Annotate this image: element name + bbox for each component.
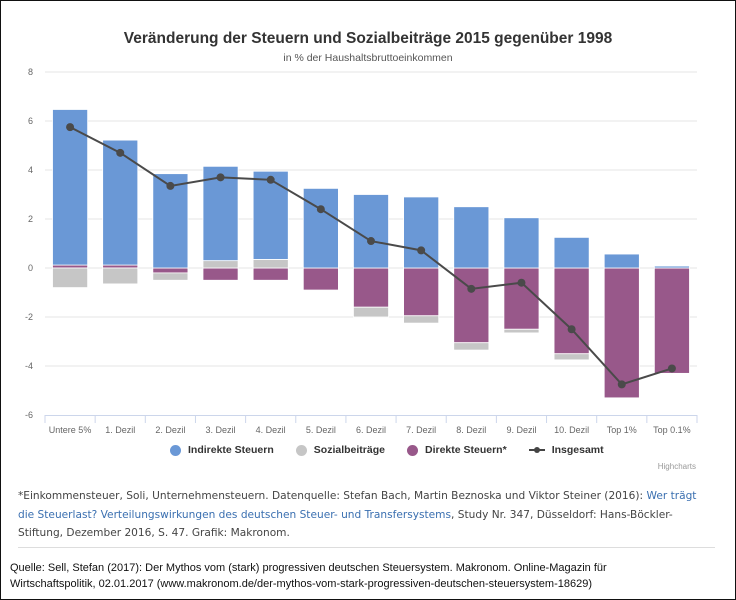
total-line-point xyxy=(567,325,576,334)
x-tick-label: 1. Dezil xyxy=(105,425,135,435)
x-tick-label: 5. Dezil xyxy=(306,425,336,435)
bar-indirekte-steuern xyxy=(52,109,89,266)
bar-direkte-steuern xyxy=(353,267,389,308)
highcharts-credits[interactable]: Highcharts xyxy=(657,462,696,471)
x-tick-label: 2. Dezil xyxy=(155,425,185,435)
chart-plot: 8 6 4 2 0 -2 -4 -6 Untere 5% 1. Dezil 2. Dezil 3. … xyxy=(25,67,698,435)
total-line-point xyxy=(367,237,375,246)
x-tick-label: Top 0.1% xyxy=(653,425,691,435)
total-line-point xyxy=(617,380,626,389)
y-tick-label: -4 xyxy=(25,361,33,371)
legend-item-total[interactable]: Insgesamt xyxy=(528,444,604,456)
bar-sozialbeitr-ge xyxy=(453,342,490,351)
bar-indirekte-steuern xyxy=(653,265,690,269)
bar-sozialbeitr-ge xyxy=(403,315,440,324)
total-line-point xyxy=(266,175,275,184)
legend-circle-icon xyxy=(295,444,307,456)
legend-item-direct-taxes[interactable]: Direkte Steuern* xyxy=(406,444,507,456)
chart-subtitle: in % der Haushaltsbruttoeinkommen xyxy=(283,52,453,64)
y-tick-label: 8 xyxy=(28,67,33,77)
source-line-2: Wirtschaftspolitik, 02.01.2017 (www.makr… xyxy=(10,578,593,590)
legend-circle-icon xyxy=(170,444,181,456)
total-line-point xyxy=(517,278,526,287)
bar-direkte-steuern xyxy=(152,267,189,274)
bar-sozialbeitr-ge xyxy=(102,267,139,285)
footnote-prefix: *Einkommensteuer, Soli, Unternehmensteue… xyxy=(18,490,647,502)
bar-indirekte-steuern xyxy=(403,196,440,269)
bar-indirekte-steuern xyxy=(503,217,540,269)
bar-direkte-steuern xyxy=(603,267,640,399)
y-tick-label: 4 xyxy=(28,165,33,175)
x-tick-label: 9. Dezil xyxy=(506,425,536,435)
bar-sozialbeitr-ge xyxy=(503,328,540,334)
bar-direkte-steuern xyxy=(302,267,339,291)
source-citation: Quelle: Sell, Stefan (2017): Der Mythos … xyxy=(10,560,720,592)
bar-direkte-steuern xyxy=(102,264,139,269)
bar-sozialbeitr-ge xyxy=(252,259,289,269)
x-tick-label: 8. Dezil xyxy=(456,425,486,435)
bar-indirekte-steuern xyxy=(152,173,189,269)
legend-item-social-contributions[interactable]: Sozialbeiträge xyxy=(295,444,385,456)
x-axis: Untere 5% 1. Dezil 2. Dezil 3. Dezil 4. Dezi… xyxy=(44,415,698,435)
legend-line-marker-icon xyxy=(528,445,545,455)
bar-sozialbeitr-ge xyxy=(353,306,389,318)
bar-direkte-steuern xyxy=(653,267,690,374)
total-line-point xyxy=(116,148,125,157)
bar-indirekte-steuern xyxy=(252,170,289,260)
bar-sozialbeitr-ge xyxy=(152,272,189,281)
source-line-1: Quelle: Sell, Stefan (2017): Der Mythos … xyxy=(10,562,607,574)
bar-sozialbeitr-ge xyxy=(52,267,89,289)
study-link[interactable]: Wer trägt die Steuerlast? Verteilungswir… xyxy=(18,490,697,521)
chart-title: Veränderung der Steuern und Sozialbeiträ… xyxy=(123,30,613,47)
footnote-suffix: , Study Nr. 347, Düsseldorf: Hans-Böckle… xyxy=(18,508,673,540)
y-tick-label: 0 xyxy=(28,263,33,273)
total-line-point xyxy=(316,205,325,214)
total-line-point xyxy=(467,284,476,293)
y-tick-label: 2 xyxy=(28,214,33,224)
bar-indirekte-steuern xyxy=(202,165,239,262)
y-tick-label: -6 xyxy=(25,410,33,420)
bar-indirekte-steuern xyxy=(353,194,389,269)
x-tick-label: 10. Dezil xyxy=(554,425,589,435)
x-tick-label: 7. Dezil xyxy=(406,425,436,435)
bar-direkte-steuern xyxy=(553,267,590,355)
total-line-point xyxy=(66,123,75,132)
bar-indirekte-steuern xyxy=(302,187,339,269)
bar-indirekte-steuern xyxy=(553,236,590,269)
bar-direkte-steuern xyxy=(202,267,239,281)
legend-label: Indirekte Steuern xyxy=(188,444,274,456)
total-line-point xyxy=(166,181,175,190)
bar-direkte-steuern xyxy=(252,267,289,281)
bar-sozialbeitr-ge xyxy=(553,353,590,361)
footnote: *Einkommensteuer, Soli, Unternehmensteue… xyxy=(18,487,708,543)
y-tick-label: 6 xyxy=(28,116,33,126)
x-tick-label: Untere 5% xyxy=(49,425,92,435)
total-line xyxy=(66,123,676,389)
total-line-point xyxy=(667,364,676,373)
legend-label: Insgesamt xyxy=(551,444,604,456)
legend: Indirekte Steuern Sozialbeiträge Direkte… xyxy=(170,444,626,456)
y-tick-label: -2 xyxy=(25,312,33,322)
total-line-point xyxy=(216,173,225,182)
x-tick-label: 4. Dezil xyxy=(256,425,286,435)
bar-indirekte-steuern xyxy=(603,253,640,269)
x-tick-label: 6. Dezil xyxy=(356,425,386,435)
legend-item-indirect-taxes[interactable]: Indirekte Steuern xyxy=(170,444,274,456)
divider xyxy=(18,547,715,548)
x-tick-label: Top 1% xyxy=(607,425,637,435)
bar-indirekte-steuern xyxy=(453,206,490,269)
x-tick-label: 3. Dezil xyxy=(206,425,236,435)
bar-direkte-steuern xyxy=(52,264,89,269)
bar-direkte-steuern xyxy=(503,267,540,330)
y-axis: 8 6 4 2 0 -2 -4 -6 xyxy=(25,67,33,420)
bar-sozialbeitr-ge xyxy=(202,260,239,269)
legend-circle-icon xyxy=(406,444,418,456)
legend-label: Sozialbeiträge xyxy=(313,444,385,456)
bar-direkte-steuern xyxy=(403,267,440,317)
bar-indirekte-steuern xyxy=(102,139,139,266)
legend-label: Direkte Steuern* xyxy=(424,444,507,456)
total-line-point xyxy=(417,246,426,255)
